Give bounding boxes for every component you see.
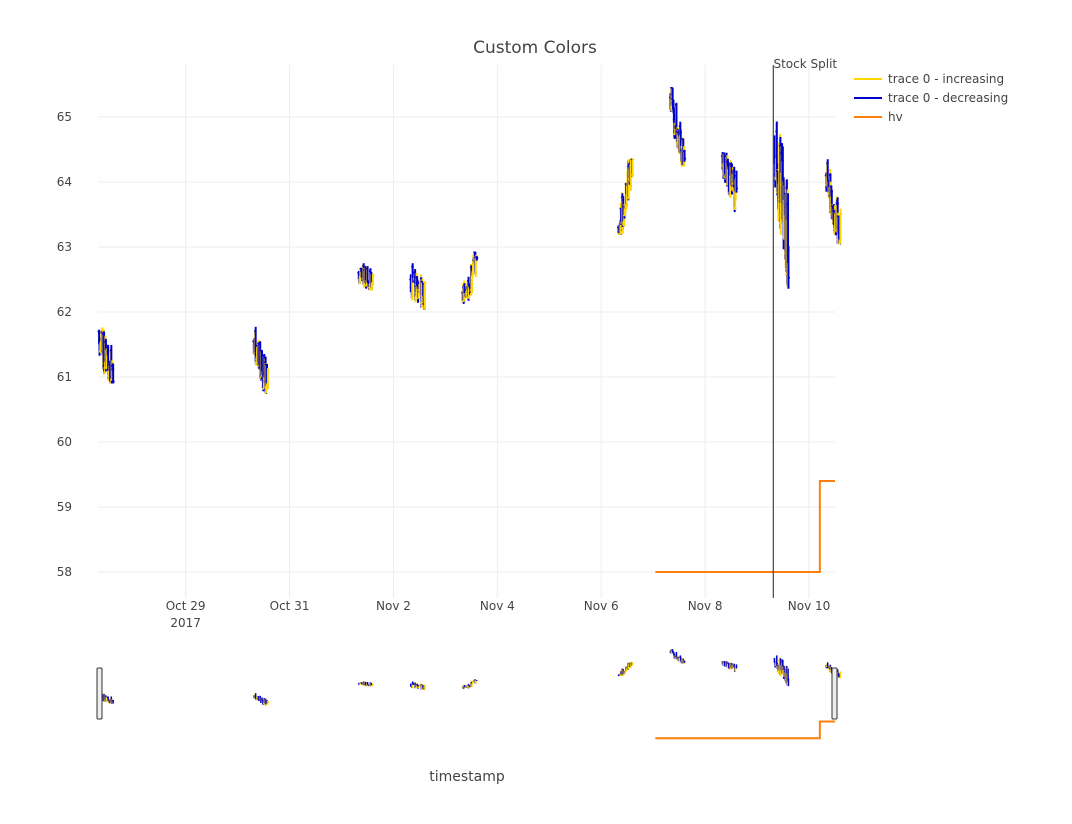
y-tick-label: 65 <box>57 110 72 124</box>
grid-layer <box>98 65 835 598</box>
range-slider-hv-series <box>655 720 835 740</box>
y-tick-label: 58 <box>57 565 72 579</box>
range-slider-ohlc-series <box>98 649 842 706</box>
y-tick-label: 61 <box>57 370 72 384</box>
x-axis-title: timestamp <box>429 769 505 785</box>
range-slider-left-handle[interactable] <box>96 667 103 720</box>
x-tick-label: Nov 8 <box>688 599 723 613</box>
legend-label-hv: hv <box>888 110 903 124</box>
legend-item-hv[interactable]: hv <box>854 110 903 124</box>
stock-split-label: Stock Split <box>773 57 837 71</box>
range-slider-background[interactable] <box>98 640 835 745</box>
ohlc-bar <box>786 246 790 289</box>
ohlc-bar <box>111 363 115 384</box>
y-tick-label: 64 <box>57 175 72 189</box>
ohlc-bar <box>371 273 375 286</box>
legend-item-decreasing[interactable]: trace 0 - decreasing <box>854 91 1008 105</box>
legend-label-decreasing: trace 0 - decreasing <box>888 91 1008 105</box>
x-tick-sublabel: 2017 <box>170 616 201 630</box>
hv-line <box>655 480 835 573</box>
y-axis: 58 59 60 61 62 63 64 65 <box>57 110 72 579</box>
x-axis: Oct 29 2017 Oct 31 Nov 2 Nov 4 Nov 6 Nov 8 Nov … <box>166 599 831 630</box>
ohlc-bar <box>423 281 427 310</box>
range-slider-hv-line <box>655 720 835 740</box>
x-tick-label: Nov 4 <box>480 599 515 613</box>
ohlc-bar <box>475 255 479 261</box>
ohlc-bar <box>631 158 635 178</box>
legend[interactable]: trace 0 - increasing trace 0 - decreasin… <box>854 72 1008 124</box>
y-tick-label: 62 <box>57 305 72 319</box>
y-tick-label: 63 <box>57 240 72 254</box>
legend-label-increasing: trace 0 - increasing <box>888 72 1004 86</box>
legend-item-increasing[interactable]: trace 0 - increasing <box>854 72 1004 86</box>
x-tick-label: Nov 2 <box>376 599 411 613</box>
y-tick-label: 59 <box>57 500 72 514</box>
ohlc-series <box>97 87 842 394</box>
range-slider[interactable] <box>96 640 842 745</box>
ohlc-bar <box>683 149 687 162</box>
chart-title: Custom Colors <box>473 38 597 58</box>
y-tick-label: 60 <box>57 435 72 449</box>
range-slider-right-handle[interactable] <box>831 667 838 720</box>
x-tick-label: Oct 31 <box>270 599 310 613</box>
hv-series <box>655 480 835 573</box>
ohlc-bar <box>838 208 842 244</box>
x-tick-label: Nov 10 <box>788 599 831 613</box>
x-tick-label: Oct 29 <box>166 599 206 613</box>
stock-split-annotation: Stock Split <box>772 57 837 598</box>
x-tick-label: Nov 6 <box>584 599 619 613</box>
ohlc-bar <box>735 170 739 193</box>
ohlc-bar <box>266 368 270 390</box>
